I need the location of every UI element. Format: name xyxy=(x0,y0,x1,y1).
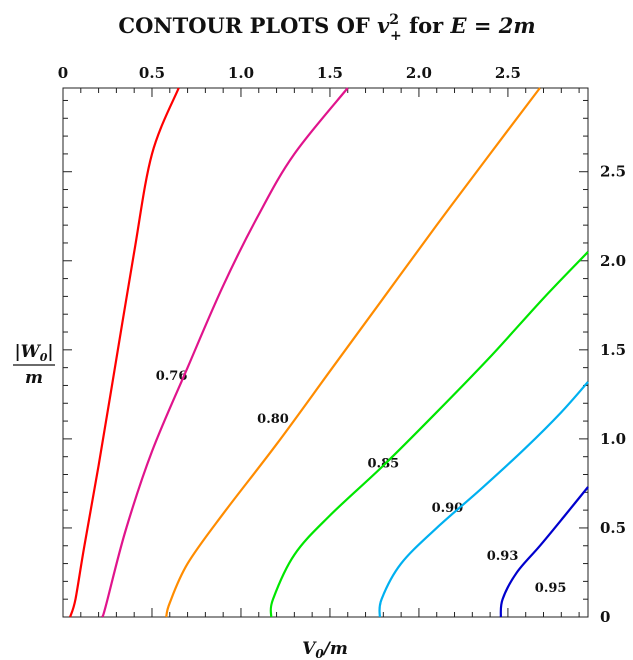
contour-label-0.93: 0.93 xyxy=(487,549,519,564)
x-tick-label: 0 xyxy=(58,64,68,82)
title-prefix: CONTOUR PLOTS OF xyxy=(118,13,377,38)
y-tick-label: 1.0 xyxy=(600,430,626,448)
y-axis-label: |W0| m xyxy=(13,342,55,388)
x-axis-label: V0/m xyxy=(302,639,348,660)
contour-line-0.76 xyxy=(69,87,180,618)
y-tick-label: 1.5 xyxy=(600,341,626,359)
contour-label-0.95: 0.95 xyxy=(535,581,567,596)
contour-line-0.90 xyxy=(269,251,589,618)
y-axis-label-numerator: |W0| xyxy=(14,342,53,364)
title-equation: E = 2m xyxy=(450,13,536,38)
x-tick-label: 0.5 xyxy=(139,64,165,82)
y-label-num-sub: 0 xyxy=(40,351,48,364)
x-tick-label: 2.0 xyxy=(406,64,432,82)
contour-line-0.95 xyxy=(499,486,589,618)
y-axis-label-denominator: m xyxy=(25,368,43,388)
x-axis-label-sub: 0 xyxy=(315,647,324,660)
x-tick-label: 1.5 xyxy=(317,64,343,82)
plot-frame xyxy=(62,87,589,618)
contour-line-0.93 xyxy=(378,381,589,618)
x-axis-label-var: V xyxy=(302,639,317,659)
y-tick-label: 0 xyxy=(600,608,610,626)
y-tick-label: 2.5 xyxy=(600,163,626,181)
contour-line-0.80 xyxy=(101,87,349,618)
contour-label-0.80: 0.80 xyxy=(257,412,289,427)
y-tick-label: 2.0 xyxy=(600,252,626,270)
title-subscript: + xyxy=(390,28,402,44)
contour-label-0.76: 0.76 xyxy=(156,369,188,384)
y-tick-label: 0.5 xyxy=(600,519,626,537)
x-tick-label: 2.5 xyxy=(495,64,521,82)
plot-area: 0 0.5 1.0 1.5 2.0 2.5 0 0.5 1.0 1.5 2.0 2.5 0.76 0.80… xyxy=(58,64,626,626)
x-axis-label-den: /m xyxy=(322,639,348,659)
y-label-num-var: |W xyxy=(14,342,41,362)
title-superscript: 2 xyxy=(389,12,399,28)
title-mid: for xyxy=(402,13,451,38)
chart-title: CONTOUR PLOTS OF v2 + for E = 2m xyxy=(118,12,535,44)
contour-label-0.85: 0.85 xyxy=(368,456,400,471)
y-label-num-end: | xyxy=(47,342,53,362)
contour-line-0.85 xyxy=(165,87,541,618)
x-tick-label: 1.0 xyxy=(228,64,254,82)
title-variable: v xyxy=(377,13,390,38)
